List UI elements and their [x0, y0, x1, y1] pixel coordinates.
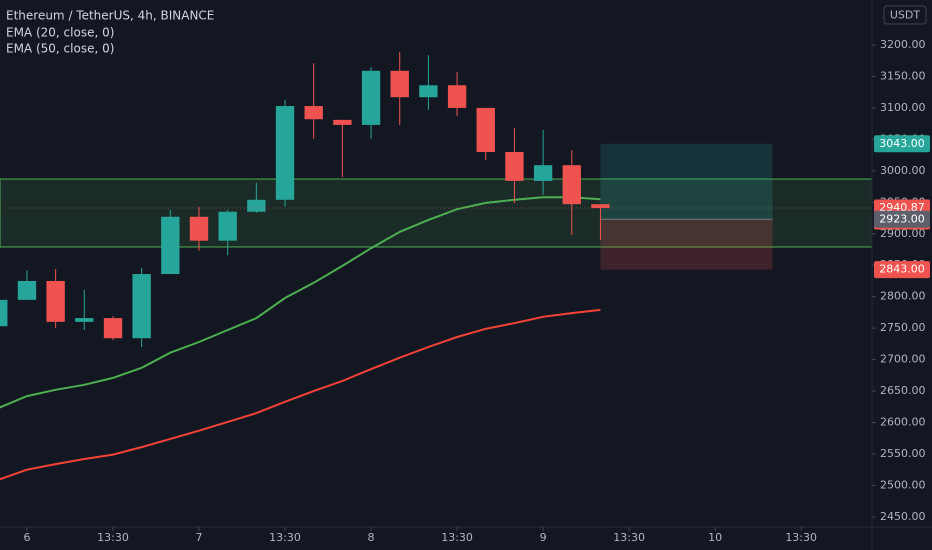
- price-badge-label: 2843.00: [879, 263, 925, 276]
- candle-body: [562, 165, 581, 205]
- x-tick-label: 13:30: [785, 531, 817, 544]
- candle-body: [218, 211, 237, 241]
- y-tick-label: 2600.00: [880, 416, 926, 429]
- y-tick-label: 2450.00: [880, 510, 926, 523]
- ema-line: [0, 308, 601, 481]
- x-tick-label: 8: [368, 531, 375, 544]
- candle-body: [533, 165, 553, 181]
- plot-area: [0, 51, 873, 481]
- y-tick-label: 2500.00: [880, 478, 926, 491]
- candle-body: [189, 216, 209, 241]
- y-tick-label: 2700.00: [880, 353, 926, 366]
- candle-body: [161, 216, 180, 275]
- candle-body: [304, 106, 323, 120]
- x-tick-label: 13:30: [97, 531, 129, 544]
- ema-line: [0, 196, 601, 409]
- price-badge: [874, 210, 930, 228]
- x-tick-label: 13:30: [613, 531, 645, 544]
- candle-body: [390, 70, 409, 98]
- x-tick-label: 6: [23, 531, 30, 544]
- x-tick-label: 13:30: [269, 531, 301, 544]
- chart-title: Ethereum / TetherUS, 4h, BINANCE: [6, 9, 214, 23]
- candle-body: [132, 274, 151, 339]
- x-tick-label: 10: [708, 531, 722, 544]
- candle-body: [247, 199, 266, 212]
- currency-box[interactable]: [883, 5, 927, 25]
- candle-body: [46, 280, 65, 322]
- price-badge-label: 3043.00: [879, 137, 925, 150]
- price-badge-label: 2923.00: [879, 212, 925, 225]
- support-zone: [0, 178, 873, 248]
- y-tick-label: 3200.00: [880, 38, 926, 51]
- indicator-legend: EMA (20, close, 0): [6, 26, 114, 40]
- candle-body: [75, 318, 94, 322]
- y-tick-label: 2750.00: [880, 321, 926, 334]
- price-badge: [874, 135, 930, 153]
- y-tick-label: 2800.00: [880, 290, 926, 303]
- y-tick-label: 3100.00: [880, 101, 926, 114]
- price-badge: [874, 261, 930, 279]
- x-tick-label: 13:30: [441, 531, 473, 544]
- candle-body: [591, 204, 610, 209]
- candle-body: [275, 106, 295, 200]
- y-tick-label: 3000.00: [880, 164, 926, 177]
- position-target: [600, 143, 773, 220]
- y-tick-label: 2900.00: [880, 227, 926, 240]
- indicator-legend: EMA (50, close, 0): [6, 42, 114, 56]
- candle-body: [419, 85, 438, 98]
- candle-body: [361, 70, 381, 125]
- candle-body: [505, 151, 524, 181]
- y-tick-label: 3150.00: [880, 69, 926, 82]
- currency[interactable]: USDT: [890, 9, 921, 22]
- candle-body: [476, 107, 495, 152]
- candle-body: [103, 318, 123, 339]
- y-tick-label: 2650.00: [880, 384, 926, 397]
- x-tick-label: 7: [196, 531, 203, 544]
- y-tick-label: 2550.00: [880, 447, 926, 460]
- candle-body: [17, 280, 37, 300]
- candle-body: [447, 85, 467, 108]
- candle-body: [333, 119, 352, 125]
- x-tick-label: 9: [540, 531, 547, 544]
- candle-body: [0, 299, 8, 327]
- position-stop: [600, 219, 773, 270]
